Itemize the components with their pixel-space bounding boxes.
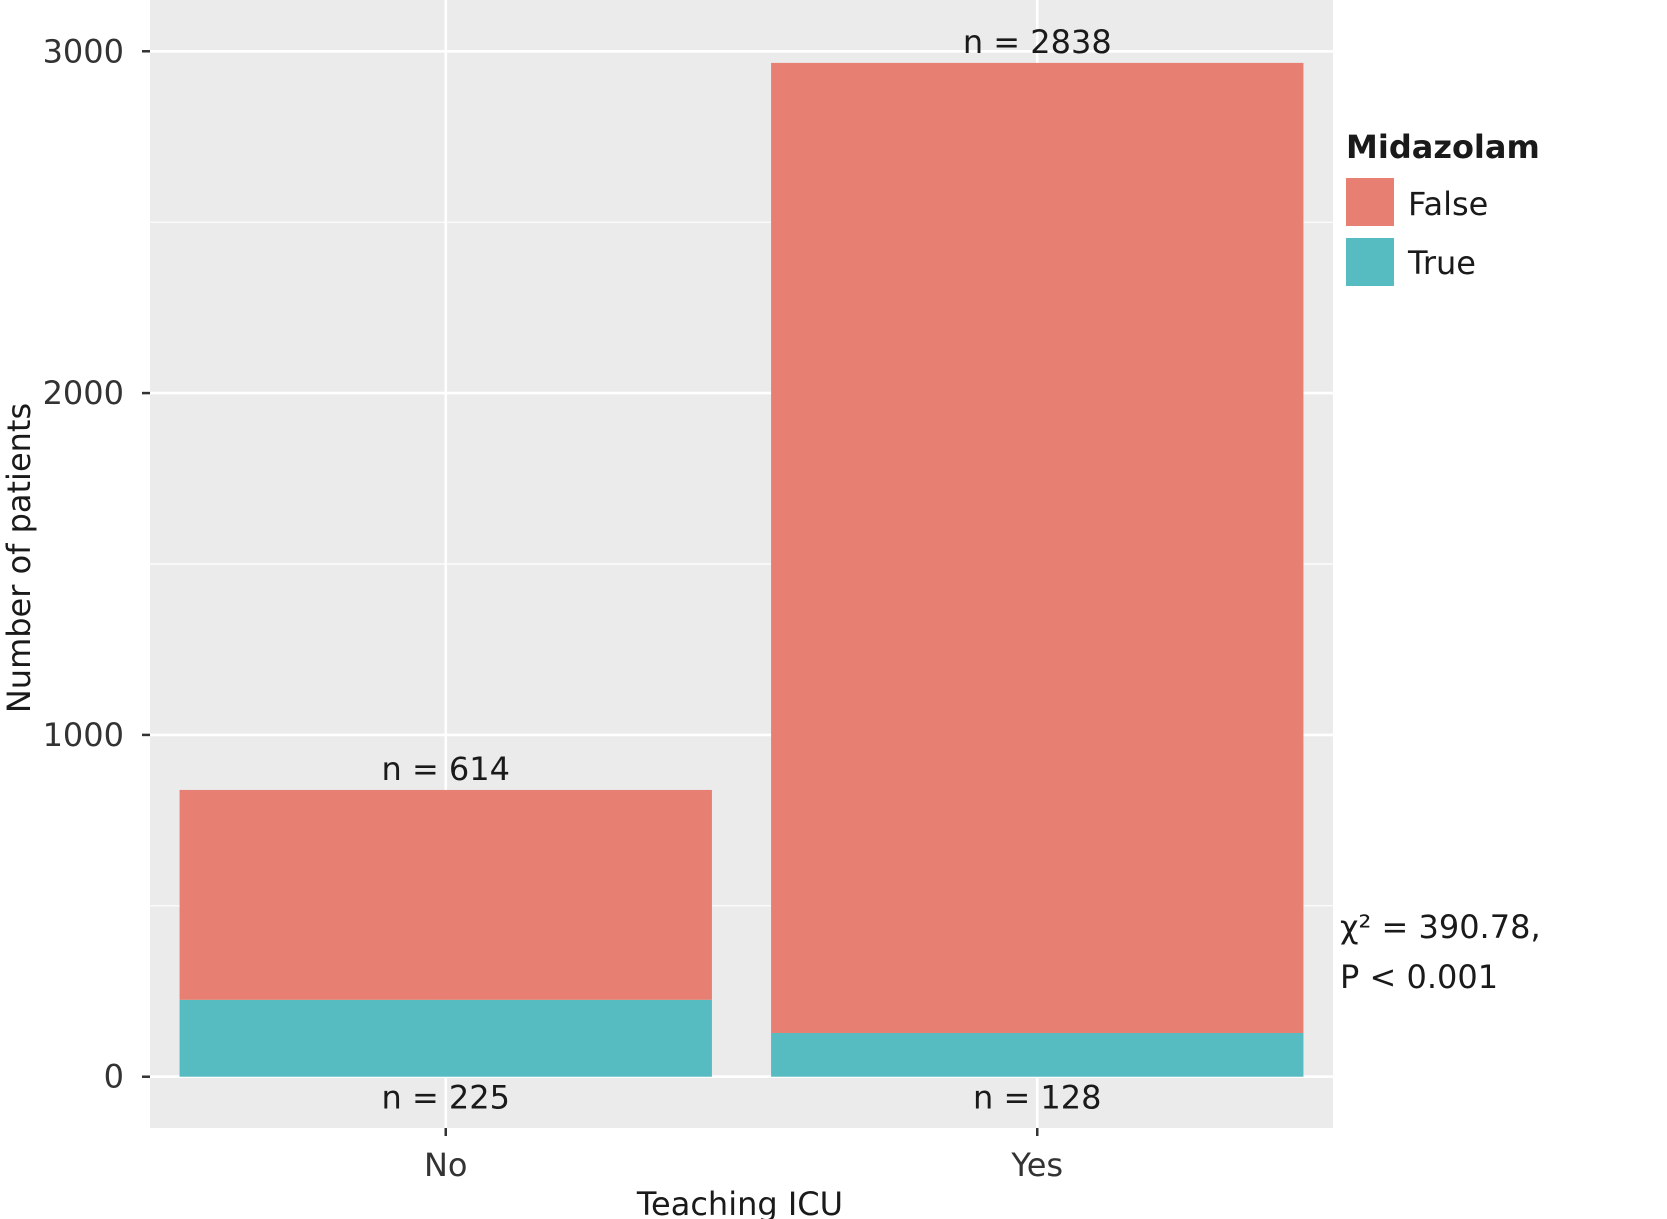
legend: Midazolam False True xyxy=(1346,128,1540,286)
legend-label-false: False xyxy=(1408,185,1488,223)
bar-yes-true xyxy=(771,1032,1304,1077)
x-tick-label-no: No xyxy=(424,1146,468,1184)
bar-yes-false xyxy=(771,62,1304,1033)
x-axis-title: Teaching ICU xyxy=(636,1185,843,1219)
legend-key-true xyxy=(1346,238,1394,286)
y-tick-label: 2000 xyxy=(43,374,124,412)
bars xyxy=(179,62,1304,1077)
data-label-bottom-no: n = 225 xyxy=(381,1079,510,1117)
bar-no-false xyxy=(179,789,712,1000)
y-tick-label: 3000 xyxy=(43,32,124,70)
y-tick-label: 0 xyxy=(104,1058,124,1096)
data-labels: n = 614 n = 225 n = 2838 n = 128 xyxy=(381,23,1111,1117)
stats-annotation: χ² = 390.78, P < 0.001 xyxy=(1340,908,1541,996)
legend-label-true: True xyxy=(1407,244,1476,282)
x-tick-label-yes: Yes xyxy=(1010,1146,1063,1184)
legend-title: Midazolam xyxy=(1346,128,1540,166)
bar-no-true xyxy=(179,999,712,1077)
y-axis: 0 1000 2000 3000 xyxy=(43,32,150,1096)
p-value-text: P < 0.001 xyxy=(1340,958,1498,996)
data-label-bottom-yes: n = 128 xyxy=(973,1079,1102,1117)
data-label-top-yes: n = 2838 xyxy=(963,23,1112,61)
y-axis-title: Number of patients xyxy=(0,403,38,713)
legend-key-false xyxy=(1346,178,1394,226)
chi-square-text: χ² = 390.78, xyxy=(1340,908,1541,946)
x-axis: No Yes xyxy=(424,1128,1063,1184)
y-tick-label: 1000 xyxy=(43,716,124,754)
data-label-top-no: n = 614 xyxy=(381,750,510,788)
